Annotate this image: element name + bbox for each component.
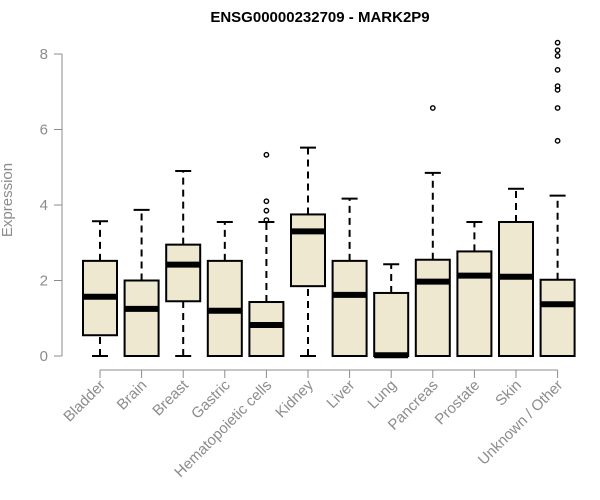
x-tick-label: Skin: [492, 377, 525, 410]
box-group: [165, 170, 202, 357]
y-tick-label: 6: [40, 122, 48, 139]
box-group: [248, 151, 285, 357]
outlier-point: [554, 47, 561, 54]
x-tick-label: Liver: [323, 377, 358, 412]
box-group: [206, 220, 243, 357]
y-tick-label: 8: [40, 46, 48, 63]
outlier-point: [554, 39, 561, 46]
x-tick-label: Bladder: [60, 377, 109, 426]
iqr-box: [498, 220, 534, 357]
x-tick-label: Prostate: [432, 377, 484, 429]
box-group: [290, 146, 326, 357]
box-group: [373, 263, 410, 359]
box-group: [539, 39, 576, 357]
outlier-point: [263, 151, 270, 158]
iqr-box: [373, 291, 410, 357]
x-tick-label: Breast: [149, 376, 192, 419]
box-group: [123, 208, 160, 357]
iqr-box: [539, 278, 576, 357]
box-group: [456, 220, 493, 357]
y-axis-label: Expression: [0, 163, 16, 237]
iqr-box: [165, 243, 202, 303]
x-tick-label: Brain: [114, 377, 151, 414]
y-axis: 0 2 4 6 8: [40, 46, 63, 365]
iqr-box: [248, 301, 285, 357]
outlier-point: [554, 83, 561, 89]
outlier-point: [263, 207, 270, 214]
y-tick-label: 4: [40, 197, 48, 214]
x-tick-label: Lung: [364, 377, 400, 413]
boxes-group: [82, 39, 576, 359]
iqr-box: [414, 258, 451, 357]
outlier-point: [554, 137, 561, 144]
iqr-box: [331, 259, 368, 357]
x-tick-label: Kidney: [272, 376, 317, 421]
outlier-point: [263, 198, 270, 205]
outlier-point: [429, 105, 436, 111]
outlier-point: [554, 105, 561, 111]
outlier-point: [554, 66, 561, 73]
box-group: [331, 197, 368, 357]
y-tick-label: 0: [40, 348, 48, 365]
box-group: [414, 105, 451, 357]
outlier-point: [554, 52, 561, 59]
box-group: [498, 187, 534, 357]
outlier-point: [263, 217, 270, 224]
chart-title: ENSG00000232709 - MARK2P9: [210, 9, 429, 26]
iqr-box: [456, 250, 493, 357]
iqr-box: [123, 279, 160, 357]
box-group: [82, 220, 118, 357]
y-tick-label: 2: [40, 273, 48, 290]
iqr-box: [290, 213, 326, 288]
